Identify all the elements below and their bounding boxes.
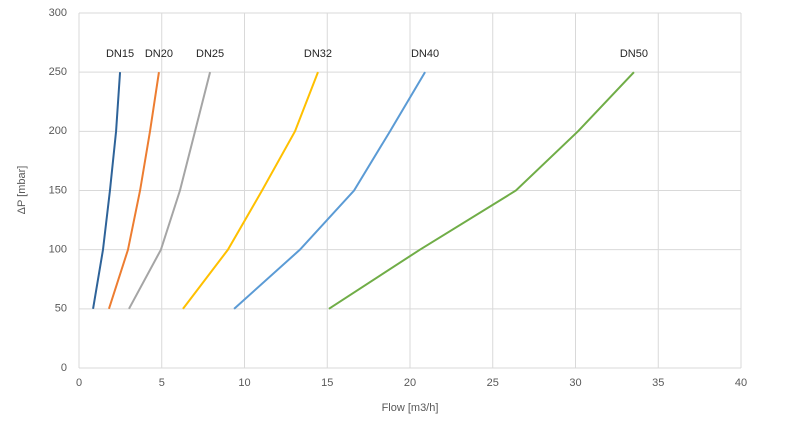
y-tick-label: 100: [49, 244, 67, 256]
series-line: [328, 71, 635, 310]
x-tick-label: 35: [652, 377, 664, 389]
series-line: [182, 71, 319, 310]
x-tick-label: 5: [159, 377, 165, 389]
series-label: DN15: [106, 48, 134, 60]
series-line: [128, 71, 212, 310]
x-tick-label: 25: [487, 377, 499, 389]
series-label: DN40: [411, 48, 439, 60]
x-axis-title: Flow [m3/h]: [382, 402, 439, 414]
y-tick-label: 300: [49, 7, 67, 19]
x-tick-label: 10: [238, 377, 250, 389]
y-tick-label: 250: [49, 66, 67, 78]
series-line: [233, 71, 426, 310]
series-label: DN25: [196, 48, 224, 60]
y-tick-label: 0: [61, 362, 67, 374]
y-tick-label: 200: [49, 125, 67, 137]
series-line: [92, 72, 122, 309]
x-tick-label: 20: [404, 377, 416, 389]
series-line: [108, 72, 160, 310]
y-tick-label: 50: [55, 303, 67, 315]
series-label: DN50: [620, 48, 648, 60]
series-label: DN32: [304, 48, 332, 60]
x-tick-label: 0: [76, 377, 82, 389]
series-label: DN20: [145, 48, 173, 60]
y-axis-title: ΔP [mbar]: [16, 166, 28, 215]
x-tick-label: 15: [321, 377, 333, 389]
x-tick-label: 40: [735, 377, 747, 389]
y-tick-label: 150: [49, 184, 67, 196]
x-tick-label: 30: [569, 377, 581, 389]
